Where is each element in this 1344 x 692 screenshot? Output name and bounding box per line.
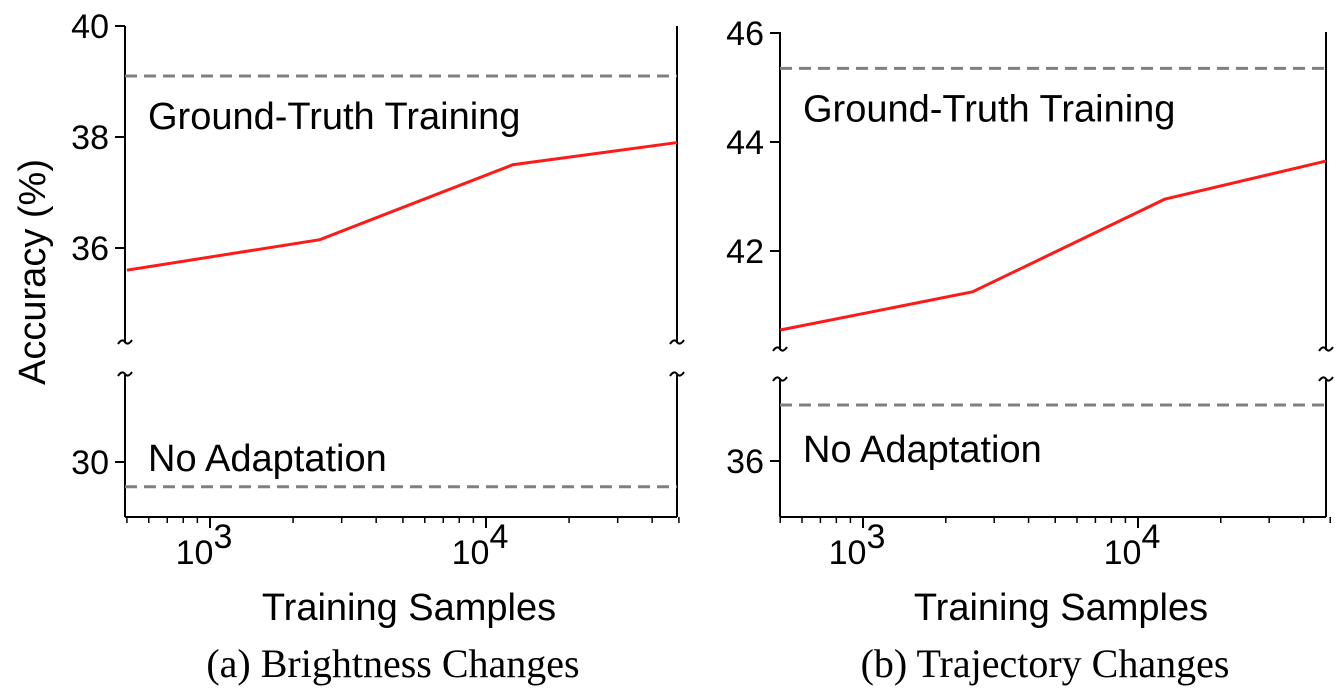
axis-break-mark [772, 346, 788, 352]
x-tick-exponent: 3 [866, 518, 885, 556]
y-axis-label: Accuracy (%) [12, 159, 54, 385]
no-adaptation-label: No Adaptation [803, 429, 1042, 471]
x-tick-label: 103 [829, 518, 886, 572]
y-tick-label: 38 [71, 119, 109, 157]
y-tick-label: 42 [726, 233, 764, 271]
panel-caption: (a) Brightness Changes [206, 641, 579, 686]
accuracy-series-line [126, 141, 678, 272]
x-axis-label: Training Samples [914, 587, 1208, 629]
x-axis-label: Training Samples [262, 587, 556, 629]
axis-break-mark [117, 371, 133, 377]
x-tick-label: 103 [176, 518, 233, 572]
y-tick-label: 36 [726, 443, 764, 481]
panel-caption: (b) Trajectory Changes [861, 641, 1230, 686]
y-tick-label: 44 [726, 124, 764, 162]
chart-panel-1: 36 38 40 30 103 104 Ground-Truth Training No Ad… [71, 8, 685, 686]
chart-panel-2: 42 44 46 36 103 104 Ground-Truth Training No Ad… [726, 15, 1334, 686]
accuracy-series-line [779, 159, 1327, 332]
axis-break-mark [117, 339, 133, 345]
axis-break-mark [772, 376, 788, 382]
axis-break-mark [669, 339, 685, 345]
y-tick-label: 36 [71, 230, 109, 268]
ground-truth-label: Ground-Truth Training [148, 96, 520, 138]
x-tick-exponent: 3 [213, 518, 232, 556]
x-tick-label: 104 [1104, 518, 1161, 572]
x-tick-label: 104 [452, 518, 509, 572]
x-tick-exponent: 4 [1141, 518, 1160, 556]
y-tick-label: 30 [71, 444, 109, 482]
x-tick-exponent: 4 [489, 518, 508, 556]
y-tick-label: 46 [726, 15, 764, 53]
y-tick-label: 40 [71, 8, 109, 46]
no-adaptation-label: No Adaptation [148, 438, 387, 480]
axis-break-mark [1318, 346, 1334, 352]
ground-truth-label: Ground-Truth Training [803, 88, 1175, 130]
axis-break-mark [669, 371, 685, 377]
axis-break-mark [1318, 376, 1334, 382]
